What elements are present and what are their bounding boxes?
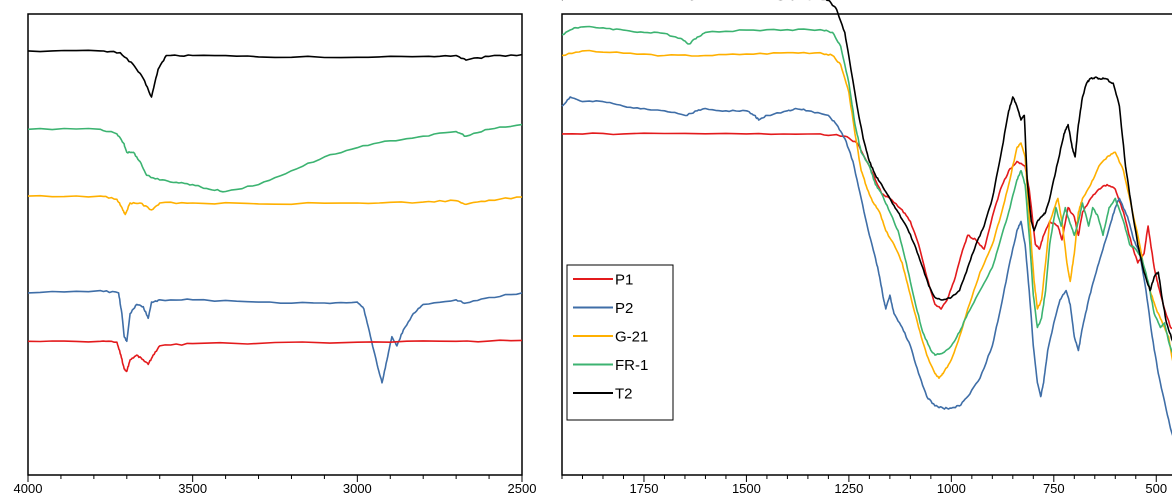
legend-label-p1: P1 <box>615 272 633 289</box>
left-x-tick-label: 3000 <box>343 481 372 493</box>
right-x-tick-label: 750 <box>1043 481 1065 493</box>
legend: P1 P2 G-21 FR-1 T2 <box>566 264 674 421</box>
left-series-line-0 <box>27 49 523 98</box>
right-series-line-g-21 <box>561 49 1172 379</box>
right-x-tick-label: 1000 <box>937 481 966 493</box>
right-plot-frame <box>561 13 1172 476</box>
left-x-tick-label: 4000 <box>14 481 43 493</box>
left-x-axis-ticks: 4000 3500 3000 2500 <box>14 475 537 493</box>
right-series-line-p2 <box>561 96 1172 436</box>
right-x-tick-label: 1500 <box>732 481 761 493</box>
right-x-axis-ticks: 1750 1500 1250 1000 750 500 <box>561 475 1167 493</box>
left-series-line-4 <box>27 339 523 373</box>
left-x-tick-label: 2500 <box>508 481 537 493</box>
left-series-line-1 <box>27 123 523 193</box>
legend-label-t2: T2 <box>615 386 633 403</box>
right-series-line-t2 <box>561 0 1172 342</box>
right-spectrum-panel: 1750 1500 1250 1000 750 500 P1 P2 G-21 FR-1 T2 <box>561 0 1172 493</box>
left-x-tick-label: 3500 <box>178 481 207 493</box>
right-series-line-fr-1 <box>561 25 1172 356</box>
left-series-lines <box>27 49 523 384</box>
right-x-tick-label: 500 <box>1145 481 1167 493</box>
right-series-line-p1 <box>561 132 1172 330</box>
right-series-lines <box>561 0 1172 436</box>
legend-label-g-21: G-21 <box>615 329 648 346</box>
right-x-tick-label: 1750 <box>630 481 659 493</box>
left-spectrum-panel: 4000 3500 3000 2500 <box>14 13 537 493</box>
right-x-tick-label: 1250 <box>834 481 863 493</box>
legend-label-p2: P2 <box>615 300 633 317</box>
left-series-line-3 <box>27 289 523 384</box>
left-series-line-2 <box>27 194 523 216</box>
legend-box <box>566 264 674 421</box>
left-plot-frame <box>27 13 523 476</box>
legend-label-fr-1: FR-1 <box>615 357 648 374</box>
